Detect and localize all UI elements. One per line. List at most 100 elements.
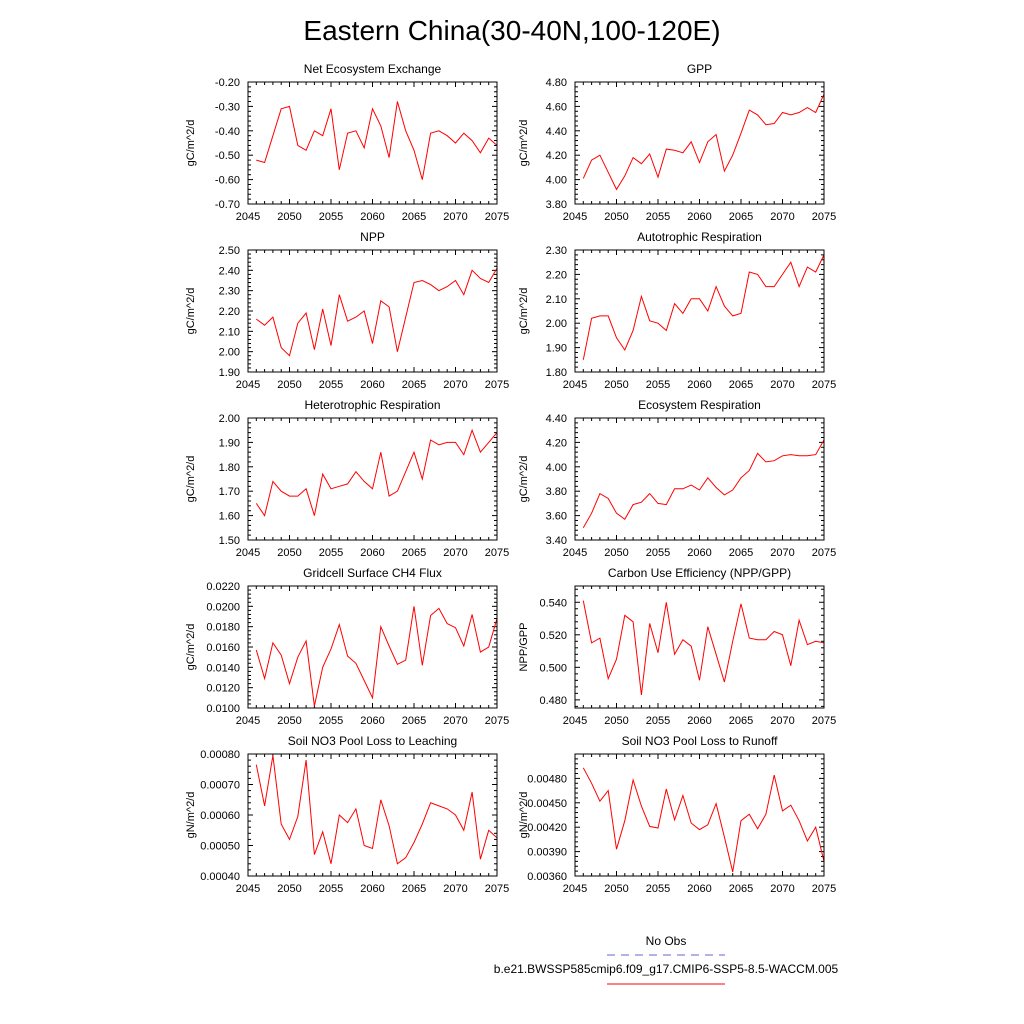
y-tick-label: 3.60 (546, 511, 567, 523)
x-tick-label: 2050 (277, 883, 301, 895)
panels: Net Ecosystem Exchange 2045 2050 2055 2060 20… (185, 62, 836, 895)
panel-title: Autotrophic Respiration (637, 230, 762, 244)
x-tick-label: 2055 (319, 379, 343, 391)
y-axis-label: gC/m^2/d (185, 120, 197, 167)
y-tick-label: -0.70 (215, 199, 240, 211)
y-tick-label: 4.00 (546, 462, 567, 474)
plot-frame (574, 249, 825, 373)
y-tick-label: 1.80 (546, 367, 567, 379)
y-tick-label: 2.10 (546, 294, 567, 306)
y-tick-label: 0.0220 (206, 581, 240, 593)
x-tick-label: 2070 (770, 211, 794, 223)
x-tick-label: 2060 (360, 379, 384, 391)
series-line (582, 254, 825, 360)
plot-frame (247, 81, 498, 205)
x-tick-label: 2065 (729, 211, 753, 223)
y-tick-label: 0.0200 (206, 601, 240, 613)
y-tick-label: 1.90 (546, 343, 567, 355)
y-axis-label: gC/m^2/d (185, 288, 197, 335)
series-line (255, 755, 498, 865)
chart-panel: GPP 2045 2050 2055 2060 2065 2070 2075 4.80 4.60 4… (518, 62, 836, 223)
chart-panel: Heterotrophic Respiration 2045 2050 2055 206… (185, 398, 509, 559)
y-tick-label: 4.20 (546, 150, 567, 162)
x-tick-label: 2065 (402, 547, 426, 559)
series-line (582, 767, 825, 873)
x-tick-label: 2045 (236, 883, 260, 895)
series-line (255, 428, 498, 517)
x-tick-label: 2050 (277, 379, 301, 391)
x-tick-label: 2065 (729, 715, 753, 727)
y-tick-label: 3.80 (546, 486, 567, 498)
x-tick-label: 2055 (319, 211, 343, 223)
y-tick-label: 2.40 (219, 265, 240, 277)
y-tick-label: -0.40 (215, 126, 240, 138)
x-tick-label: 2055 (646, 211, 670, 223)
x-tick-label: 2070 (443, 211, 467, 223)
y-tick-label: 0.00360 (527, 871, 567, 883)
y-tick-label: 0.480 (539, 695, 567, 707)
x-tick-label: 2075 (812, 211, 836, 223)
x-tick-label: 2075 (485, 547, 509, 559)
x-tick-label: 2060 (687, 379, 711, 391)
figure-title: Eastern China(30-40N,100-120E) (303, 15, 720, 46)
series-line (582, 439, 825, 529)
y-tick-label: 4.80 (546, 77, 567, 89)
y-tick-label: 1.50 (219, 535, 240, 547)
y-tick-label: 2.30 (219, 286, 240, 298)
y-tick-label: 0.00450 (527, 798, 567, 810)
y-tick-label: -0.50 (215, 150, 240, 162)
x-tick-label: 2070 (443, 715, 467, 727)
x-tick-label: 2070 (770, 883, 794, 895)
x-tick-label: 2075 (485, 379, 509, 391)
x-tick-label: 2075 (485, 211, 509, 223)
x-tick-label: 2055 (646, 547, 670, 559)
y-axis-label: gC/m^2/d (185, 624, 197, 671)
x-tick-label: 2050 (277, 211, 301, 223)
x-tick-label: 2045 (563, 883, 587, 895)
chart-panel: Net Ecosystem Exchange 2045 2050 2055 2060 20… (185, 62, 509, 223)
panel-title: Carbon Use Efficiency (NPP/GPP) (608, 566, 791, 580)
x-tick-label: 2050 (604, 379, 628, 391)
plot-frame (247, 249, 498, 373)
x-tick-label: 2055 (646, 379, 670, 391)
panel-title: Soil NO3 Pool Loss to Leaching (288, 734, 457, 748)
x-tick-label: 2045 (563, 211, 587, 223)
panel-title: NPP (360, 230, 385, 244)
x-tick-label: 2050 (277, 715, 301, 727)
y-tick-label: 3.80 (546, 199, 567, 211)
x-tick-label: 2055 (319, 883, 343, 895)
series-line (255, 606, 498, 707)
chart-panel: Autotrophic Respiration 2045 2050 2055 2060 2… (518, 230, 836, 391)
x-tick-label: 2070 (443, 883, 467, 895)
y-tick-label: 0.0100 (206, 703, 240, 715)
y-axis-label: NPP/GPP (518, 623, 530, 672)
y-tick-label: 2.20 (219, 306, 240, 318)
panel-title: Gridcell Surface CH4 Flux (303, 566, 442, 580)
y-tick-label: 1.80 (219, 462, 240, 474)
series-line (582, 600, 825, 696)
x-tick-label: 2060 (360, 883, 384, 895)
y-tick-label: -0.20 (215, 77, 240, 89)
x-tick-label: 2065 (402, 883, 426, 895)
y-tick-label: 2.00 (546, 318, 567, 330)
plot-frame (247, 753, 498, 877)
y-tick-label: -0.30 (215, 101, 240, 113)
legend: No Obs b.e21.BWSSP585cmip6.f09_g17.CMIP6… (494, 934, 839, 985)
x-tick-label: 2070 (443, 379, 467, 391)
x-tick-label: 2050 (604, 211, 628, 223)
chart-panel: Gridcell Surface CH4 Flux 2045 2050 2055 206… (185, 566, 509, 727)
chart-panel: Soil NO3 Pool Loss to Runoff 2045 2050 2055… (518, 734, 836, 895)
y-tick-label: 1.90 (219, 367, 240, 379)
x-tick-label: 2045 (236, 547, 260, 559)
x-tick-label: 2050 (604, 547, 628, 559)
x-tick-label: 2070 (443, 547, 467, 559)
x-tick-label: 2070 (770, 547, 794, 559)
plot-frame (574, 81, 825, 205)
series-line (582, 93, 825, 191)
x-tick-label: 2065 (402, 211, 426, 223)
x-tick-label: 2045 (563, 379, 587, 391)
y-tick-label: 2.30 (546, 245, 567, 257)
y-axis-label: gN/m^2/d (518, 792, 530, 839)
x-tick-label: 2045 (236, 211, 260, 223)
